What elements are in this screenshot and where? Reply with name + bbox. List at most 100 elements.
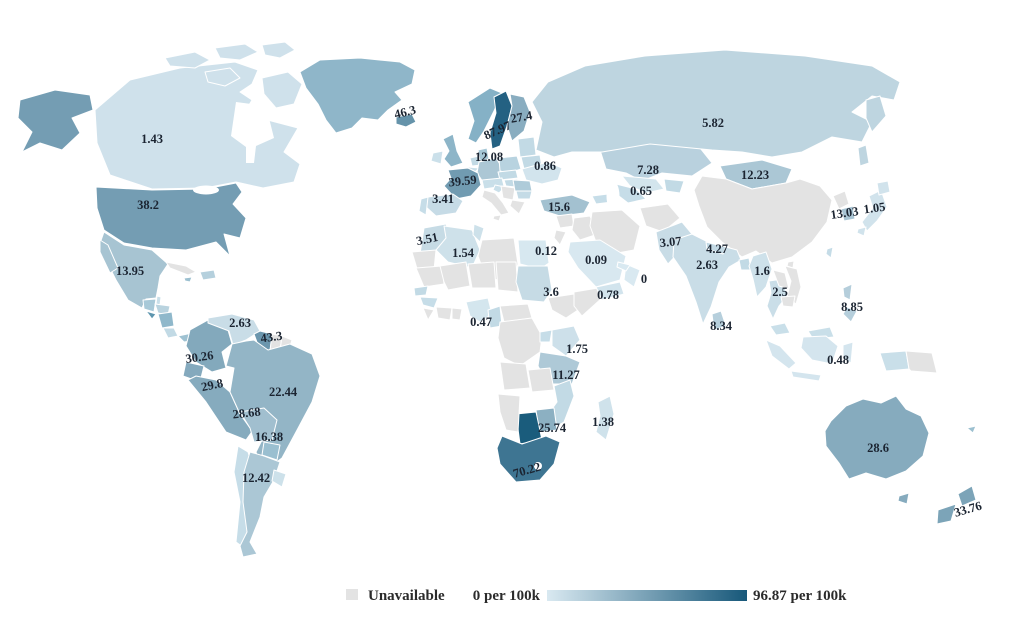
country-baffin-island[interactable] [261, 71, 303, 109]
country-cambodia[interactable] [780, 295, 796, 308]
country-sri-lanka[interactable] [711, 310, 727, 331]
country-canada-island-2[interactable] [214, 43, 259, 61]
country-el-salvador[interactable] [145, 310, 157, 320]
country-bulgaria[interactable] [515, 190, 533, 200]
country-mauritania[interactable] [415, 265, 445, 288]
country-jamaica[interactable] [183, 276, 193, 283]
country-australia[interactable] [824, 395, 930, 480]
country-venezuela[interactable] [207, 313, 261, 346]
country-papua-new-guinea[interactable] [905, 350, 938, 374]
country-united-states[interactable] [95, 182, 247, 257]
country-baja-california[interactable] [99, 239, 119, 274]
country-sudan[interactable] [515, 265, 553, 303]
country-norway[interactable] [467, 87, 503, 144]
country-canada-island-1[interactable] [164, 51, 211, 69]
country-finland[interactable] [506, 93, 531, 142]
country-baltic-states[interactable] [517, 136, 537, 158]
country-czechia-slovakia[interactable] [497, 169, 519, 181]
country-bolivia[interactable] [239, 407, 278, 443]
country-ukraine[interactable] [521, 161, 563, 185]
country-argentina[interactable] [239, 451, 281, 558]
country-belize[interactable] [155, 295, 162, 306]
country-italy[interactable] [481, 189, 510, 216]
country-philippines-luzon[interactable] [842, 283, 853, 301]
country-senegal[interactable] [413, 285, 429, 297]
country-russia[interactable] [531, 49, 901, 158]
country-uzbekistan[interactable] [621, 175, 665, 194]
country-india[interactable] [672, 233, 742, 325]
country-guinea[interactable] [419, 296, 439, 309]
country-sierra-leone[interactable] [422, 307, 435, 321]
country-alaska[interactable] [17, 89, 94, 153]
country-canada-island-4[interactable] [204, 67, 241, 87]
country-new-zealand-north[interactable] [957, 485, 977, 507]
country-kamchatka[interactable] [865, 95, 887, 133]
country-uae-qatar[interactable] [616, 261, 631, 272]
country-philippines-mindanao[interactable] [842, 306, 858, 323]
country-ireland[interactable] [430, 150, 444, 165]
country-syria[interactable] [555, 213, 575, 229]
country-chad[interactable] [495, 261, 519, 293]
country-new-zealand-south[interactable] [936, 503, 957, 525]
country-madagascar[interactable] [595, 395, 615, 441]
country-north-korea[interactable] [832, 190, 850, 210]
country-greenland[interactable] [299, 57, 416, 134]
country-kyrgyzstan-tajikistan[interactable] [663, 178, 685, 194]
country-nepal[interactable] [705, 241, 727, 255]
country-japan-hokkaido[interactable] [876, 180, 891, 196]
country-romania[interactable] [512, 179, 533, 192]
country-indonesia-sulawesi[interactable] [842, 341, 854, 364]
country-angola[interactable] [499, 361, 531, 391]
country-west-papua[interactable] [879, 350, 910, 372]
country-nigeria[interactable] [465, 297, 493, 323]
country-cuba[interactable] [165, 261, 197, 276]
country-dr-congo[interactable] [497, 317, 543, 367]
country-myanmar[interactable] [748, 251, 773, 298]
country-sakhalin[interactable] [857, 144, 870, 167]
country-kenya[interactable] [551, 325, 581, 357]
country-serbia-balkans[interactable] [500, 185, 516, 201]
country-tasmania[interactable] [897, 492, 910, 505]
country-canada-island-3[interactable] [261, 41, 296, 59]
country-yemen[interactable] [595, 281, 625, 301]
country-brazil[interactable] [225, 339, 321, 473]
country-sicily[interactable] [492, 214, 502, 222]
country-namibia[interactable] [497, 393, 521, 433]
country-uganda[interactable] [539, 329, 553, 343]
country-sweden[interactable] [489, 90, 513, 150]
country-ivory-coast[interactable] [435, 306, 453, 321]
country-united-kingdom[interactable] [442, 133, 464, 168]
country-costa-rica[interactable] [162, 327, 179, 339]
country-turkey[interactable] [539, 194, 591, 217]
country-indonesia-kalimantan[interactable] [800, 335, 839, 365]
country-china[interactable] [693, 175, 833, 264]
country-malaysia-peninsula[interactable] [769, 322, 791, 336]
country-vietnam[interactable] [784, 265, 802, 305]
country-new-caledonia[interactable] [966, 425, 977, 434]
country-mali[interactable] [439, 261, 471, 291]
country-guatemala[interactable] [142, 298, 157, 313]
country-hispaniola[interactable] [199, 269, 217, 281]
country-south-africa[interactable] [496, 435, 561, 483]
country-greece[interactable] [509, 199, 526, 215]
country-zambia[interactable] [527, 367, 555, 393]
country-saudi-arabia[interactable] [567, 239, 627, 288]
country-iceland[interactable] [395, 113, 417, 128]
country-france[interactable] [443, 167, 482, 200]
country-ghana[interactable] [451, 307, 463, 321]
country-niger[interactable] [467, 261, 497, 289]
country-portugal[interactable] [418, 196, 429, 216]
country-paraguay[interactable] [261, 441, 281, 461]
country-somalia[interactable] [573, 287, 603, 317]
country-indonesia-java[interactable] [790, 370, 822, 382]
country-jordan-israel[interactable] [553, 229, 567, 246]
country-tunisia[interactable] [472, 223, 485, 243]
country-south-korea[interactable] [840, 205, 856, 222]
country-afghanistan[interactable] [639, 203, 681, 233]
country-uruguay[interactable] [271, 469, 287, 488]
country-nicaragua[interactable] [157, 311, 175, 329]
country-oman[interactable] [623, 263, 641, 288]
country-taiwan[interactable] [825, 246, 834, 259]
country-indonesia-sumatra[interactable] [765, 339, 797, 370]
country-japan-kyushu[interactable] [856, 226, 867, 237]
